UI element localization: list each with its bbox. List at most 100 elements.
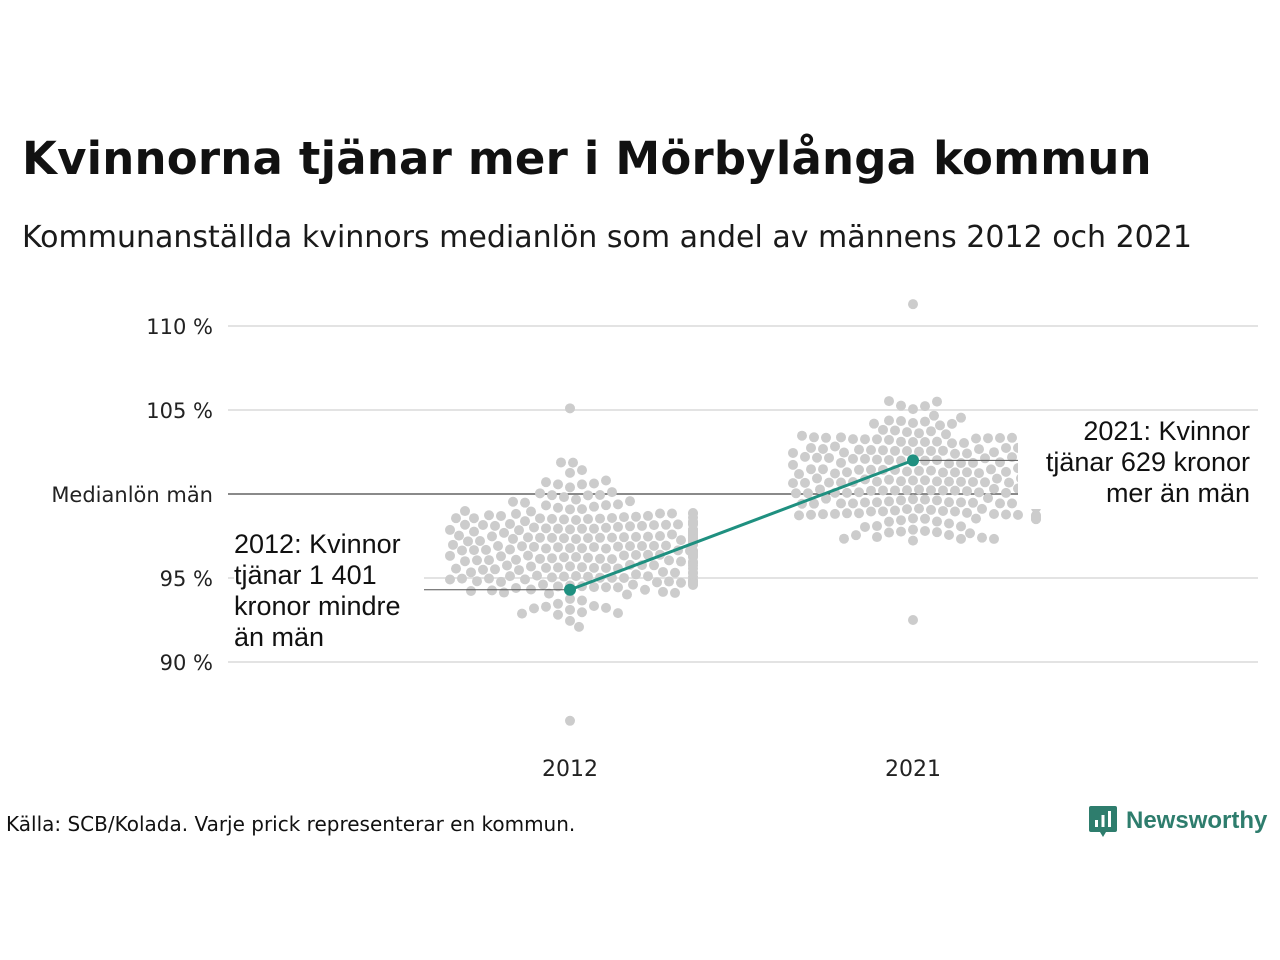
x-tick-label: 2021 <box>885 757 941 782</box>
municipality-dot <box>535 488 545 499</box>
municipality-dot <box>890 425 900 436</box>
municipality-dot <box>821 493 831 504</box>
municipality-dot <box>920 416 930 427</box>
municipality-dot <box>872 454 882 465</box>
municipality-dot <box>896 495 906 506</box>
municipality-dot <box>664 576 674 587</box>
municipality-dot <box>469 513 479 524</box>
municipality-dot <box>637 541 647 552</box>
municipality-dot <box>830 468 840 479</box>
municipality-dot <box>806 509 816 520</box>
municipality-dot <box>971 513 981 524</box>
municipality-dot <box>613 541 623 552</box>
municipality-dot <box>547 553 557 564</box>
municipality-dot <box>496 510 506 521</box>
municipality-dot <box>938 485 948 496</box>
municipality-dot <box>565 482 575 493</box>
municipality-dot <box>884 454 894 465</box>
municipality-dot <box>995 457 1005 468</box>
municipality-dot <box>896 526 906 537</box>
municipality-dot <box>511 508 521 519</box>
municipality-dot <box>902 427 912 438</box>
municipality-dot <box>628 579 638 590</box>
municipality-dot <box>983 493 993 504</box>
municipality-dot <box>649 520 659 531</box>
municipality-dot <box>565 715 575 726</box>
municipality-dot <box>854 508 864 519</box>
municipality-dot <box>613 608 623 619</box>
y-tick-label: 90 % <box>160 651 213 675</box>
municipality-dot <box>962 467 972 478</box>
chart-subtitle: Kommunanställda kvinnors medianlön som a… <box>22 220 1192 255</box>
municipality-dot <box>601 475 611 486</box>
municipality-dot <box>980 477 990 488</box>
municipality-dot <box>559 533 569 544</box>
municipality-dot <box>463 536 473 547</box>
municipality-dot <box>788 478 798 489</box>
municipality-dot <box>926 445 936 456</box>
municipality-dot <box>818 509 828 520</box>
municipality-dot <box>526 506 536 517</box>
municipality-dot <box>631 511 641 522</box>
municipality-dot <box>664 555 674 566</box>
municipality-dot <box>631 549 641 560</box>
municipality-dot <box>466 586 476 597</box>
municipality-dot <box>583 490 593 501</box>
municipality-dot <box>508 533 518 544</box>
municipality-dot <box>556 457 566 468</box>
municipality-dot <box>950 506 960 517</box>
brand-logo[interactable]: Newsworthy <box>1088 804 1267 838</box>
y-tick-label: 95 % <box>160 567 213 591</box>
municipality-dot <box>589 501 599 512</box>
municipality-dot <box>541 543 551 554</box>
municipality-dot <box>565 615 575 626</box>
municipality-dot <box>878 424 888 435</box>
municipality-dot <box>559 571 569 582</box>
municipality-dot <box>971 433 981 444</box>
municipality-dot <box>995 498 1005 509</box>
municipality-dot <box>956 497 966 508</box>
municipality-dot <box>890 505 900 516</box>
municipality-dot <box>860 434 870 445</box>
municipality-dot <box>589 600 599 611</box>
municipality-dot <box>484 510 494 521</box>
municipality-dot <box>655 508 665 519</box>
municipality-dot <box>481 544 491 555</box>
municipality-dot <box>860 453 870 464</box>
municipality-dot <box>472 576 482 587</box>
municipality-dot <box>920 436 930 447</box>
municipality-dot <box>989 508 999 519</box>
municipality-dot <box>619 572 629 583</box>
municipality-dot <box>803 488 813 499</box>
municipality-dot <box>830 508 840 519</box>
municipality-dot <box>926 485 936 496</box>
municipality-dot <box>484 573 494 584</box>
municipality-dot <box>520 497 530 508</box>
municipality-dot <box>577 465 587 476</box>
municipality-dot <box>673 519 683 530</box>
municipality-dot <box>589 523 599 534</box>
municipality-dot <box>478 519 488 530</box>
municipality-dot <box>914 428 924 439</box>
municipality-dot <box>848 498 858 509</box>
municipality-dot <box>553 542 563 553</box>
municipality-dot <box>908 535 918 546</box>
municipality-dot <box>914 503 924 514</box>
municipality-dot <box>908 513 918 524</box>
municipality-dot <box>559 552 569 563</box>
municipality-dot <box>595 532 605 543</box>
municipality-dot <box>962 448 972 459</box>
municipality-dot <box>872 434 882 445</box>
municipality-dot <box>655 531 665 542</box>
municipality-dot <box>643 531 653 542</box>
municipality-dot <box>577 523 587 534</box>
municipality-dot <box>553 598 563 609</box>
municipality-dot <box>553 479 563 490</box>
municipality-dot <box>848 434 858 445</box>
annotation-2021: 2021: Kvinnor tjänar 629 kronor mer än m… <box>1018 416 1250 509</box>
municipality-dot <box>908 299 918 310</box>
municipality-dot <box>965 528 975 539</box>
municipality-dot <box>821 432 831 443</box>
brand-name: Newsworthy <box>1126 807 1268 834</box>
municipality-dot <box>878 506 888 517</box>
